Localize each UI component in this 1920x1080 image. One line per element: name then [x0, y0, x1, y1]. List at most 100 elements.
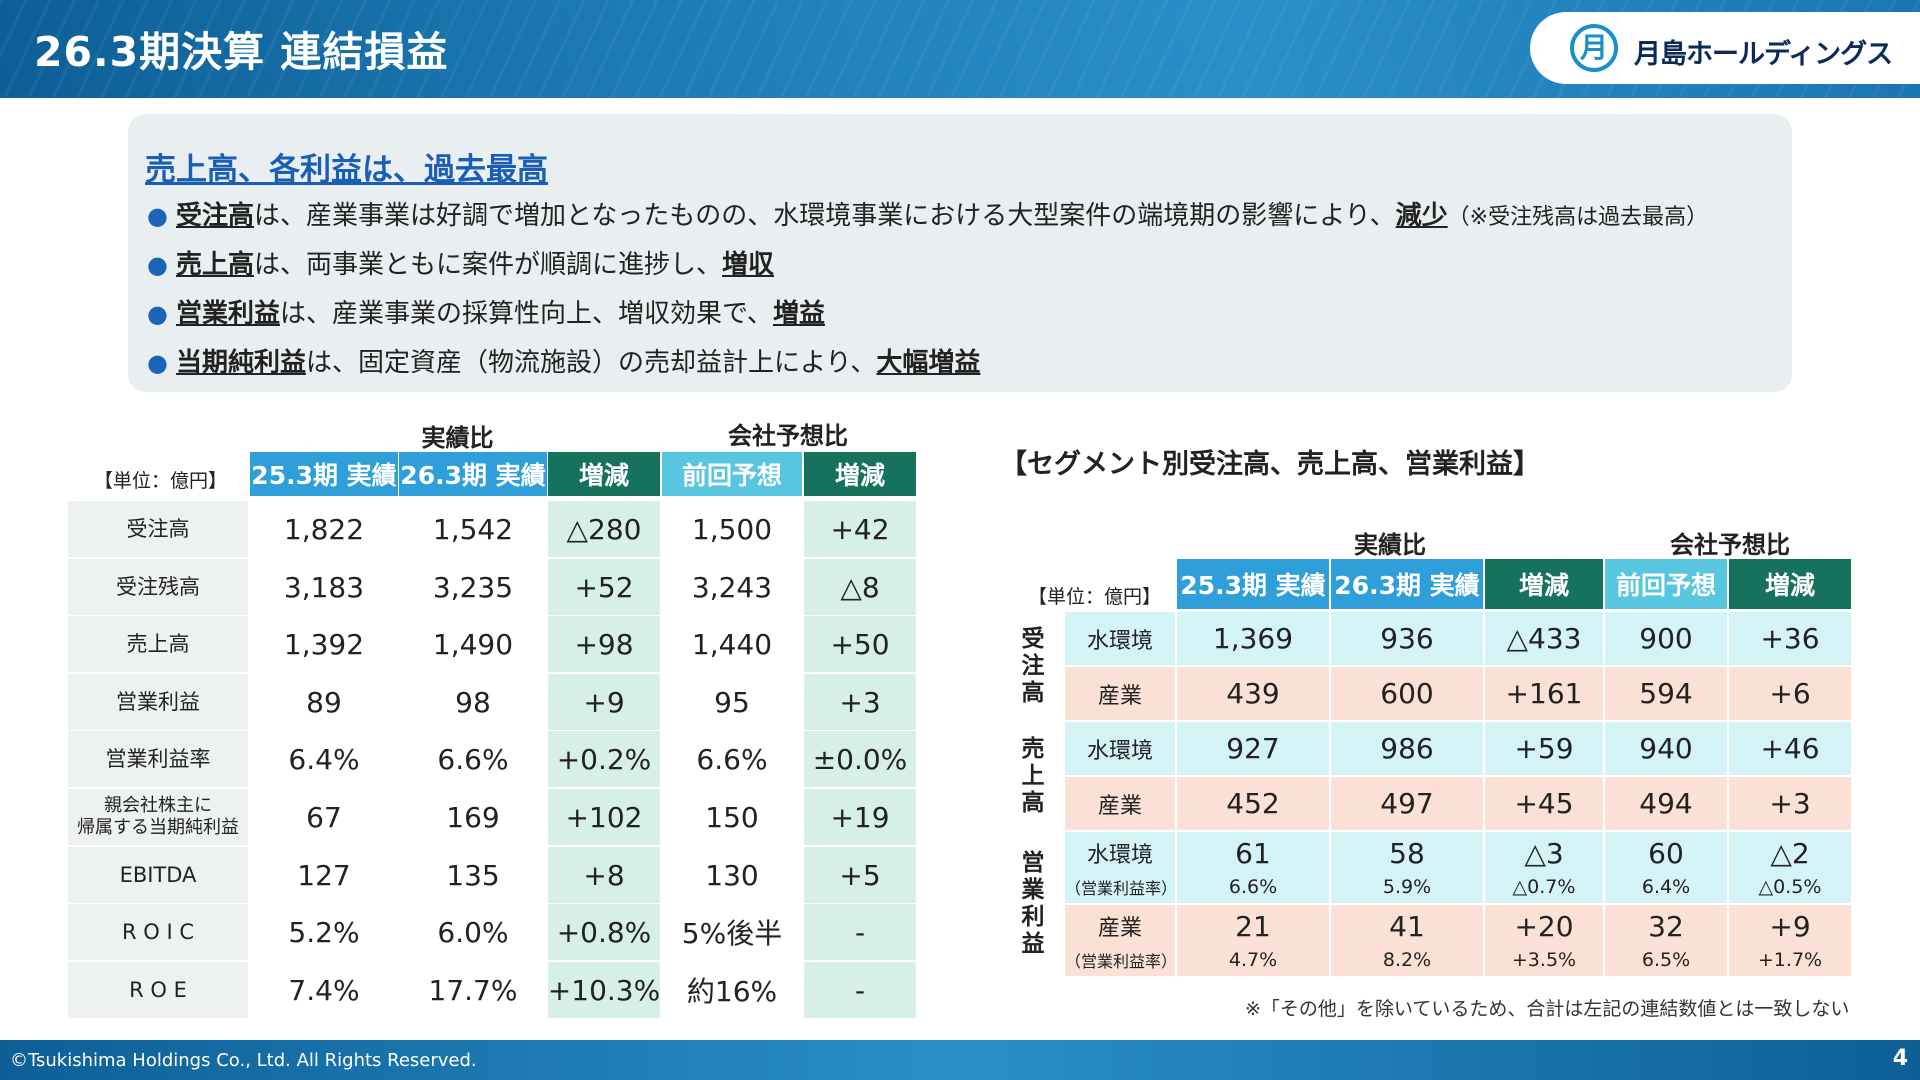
segment-row-label: 水環境: [1065, 722, 1175, 775]
segment-value-cell: +46: [1729, 722, 1851, 775]
company-name: 月島ホールディングス: [1634, 39, 1893, 70]
left-value-cell: △8: [804, 559, 916, 615]
left-col-header: 26.3期 実績: [399, 452, 547, 496]
segment-value: +6: [1769, 677, 1811, 710]
segment-value-cell: +45: [1485, 777, 1603, 830]
segment-group-label: 売 上 高: [1021, 735, 1045, 816]
segment-col-header: 前回予想: [1605, 559, 1727, 609]
left-value-cell: 169: [446, 800, 500, 834]
segment-value-cell: 32 6.5%: [1605, 905, 1727, 976]
segment-margin-value: △0.7%: [1512, 876, 1576, 898]
segment-row-name: 水環境: [1086, 738, 1153, 764]
left-value-cell: +102: [548, 789, 660, 845]
left-value-cell: 3,183: [283, 570, 365, 604]
segment-value: 494: [1639, 787, 1693, 820]
left-col-header: 前回予想: [662, 452, 802, 496]
segment-value: +59: [1514, 732, 1574, 765]
left-value-cell: +8: [548, 847, 660, 903]
summary-box: [128, 114, 1792, 392]
left-value-cell: -: [804, 962, 916, 1018]
segment-value: △433: [1506, 622, 1582, 655]
segment-margin-value: △0.5%: [1758, 876, 1822, 898]
left-value-cell: 130: [705, 858, 759, 892]
header-banner: 26.3期決算 連結損益 月 月島ホールディングス: [0, 0, 1920, 98]
segment-value-cell: 41 8.2%: [1331, 905, 1483, 976]
left-col-header: 増減: [804, 452, 916, 496]
segment-margin-value: +3.5%: [1511, 949, 1577, 971]
bullet-dot-icon: ●: [147, 202, 168, 230]
bullet-dot-icon: ●: [147, 251, 168, 279]
segment-value: △2: [1770, 837, 1810, 870]
segment-value-cell: 497: [1331, 777, 1483, 830]
bullet-text: は、両事業ともに案件が順調に進捗し、: [253, 250, 722, 280]
left-value-cell: 6.6%: [696, 742, 768, 776]
left-value-cell: +52: [548, 559, 660, 615]
segment-value: 452: [1226, 787, 1280, 820]
logo-mark-icon: 月: [1570, 24, 1618, 72]
segment-row-name: 水環境: [1086, 628, 1153, 654]
left-value-cell: -: [804, 904, 916, 960]
segment-value: 940: [1639, 732, 1693, 765]
segment-value-cell: 600: [1331, 667, 1483, 720]
left-row-label: R O E: [68, 962, 248, 1018]
segment-row-sublabel: （営業利益率）: [1065, 878, 1178, 898]
summary-bullet: ● 当期純利益は、固定資産（物流施設）の売却益計上により、大幅増益: [147, 342, 980, 379]
left-value-cell: 6.4%: [288, 742, 360, 776]
segment-value-cell: +36: [1729, 612, 1851, 665]
left-value-cell: +9: [548, 674, 660, 730]
segment-value-cell: 60 6.4%: [1605, 832, 1727, 903]
left-row-label: EBITDA: [68, 847, 248, 903]
segment-value-cell: +6: [1729, 667, 1851, 720]
segment-row-label: 水環境: [1065, 612, 1175, 665]
segment-margin-value: +1.7%: [1757, 949, 1823, 971]
left-row-label: R O I C: [68, 904, 248, 960]
segment-value-cell: 494: [1605, 777, 1727, 830]
left-value-cell: 約16%: [686, 975, 778, 1008]
summary-bullet: ● 売上高は、両事業ともに案件が順調に進捗し、増収: [147, 244, 774, 281]
segment-row-label: 産業: [1065, 777, 1175, 830]
left-value-cell: +0.2%: [548, 731, 660, 787]
segment-value-cell: 61 6.6%: [1177, 832, 1329, 903]
left-row-label: 営業利益率: [68, 731, 248, 787]
copyright: ©Tsukishima Holdings Co., Ltd. All Right…: [10, 1050, 477, 1071]
segment-value: △3: [1524, 837, 1564, 870]
segment-value: 900: [1639, 622, 1693, 655]
left-value-cell: 98: [455, 685, 491, 719]
segment-margin-value: 4.7%: [1228, 949, 1278, 971]
left-value-cell: 150: [705, 800, 759, 834]
left-unit-label: 【単位：億円】: [94, 470, 228, 492]
segment-row-name: 産業: [1097, 683, 1142, 709]
left-value-cell: 6.0%: [437, 915, 509, 949]
segment-value-cell: +3: [1729, 777, 1851, 830]
left-value-cell: 135: [446, 858, 500, 892]
segment-row-name: 産業: [1097, 915, 1142, 941]
left-value-cell: 127: [297, 858, 351, 892]
bullet-keyword: 営業利益: [175, 299, 280, 329]
segment-value: 600: [1380, 677, 1434, 710]
left-value-cell: 5%後半: [681, 917, 783, 950]
segment-value: 497: [1380, 787, 1434, 820]
segment-value-cell: +9 +1.7%: [1729, 905, 1851, 976]
bullet-keyword: 売上高: [175, 250, 254, 280]
left-value-cell: +5: [804, 847, 916, 903]
left-value-cell: 89: [306, 685, 342, 719]
segment-value: 32: [1648, 910, 1684, 943]
segment-margin-value: 6.5%: [1641, 949, 1691, 971]
left-value-cell: +50: [804, 616, 916, 672]
bullet-dot-icon: ●: [147, 300, 168, 328]
segment-margin-value: 5.9%: [1382, 876, 1432, 898]
segment-value-cell: 1,369: [1177, 612, 1329, 665]
footer-bar: ©Tsukishima Holdings Co., Ltd. All Right…: [0, 1040, 1920, 1080]
left-row-label: 営業利益: [68, 674, 248, 730]
segment-group-actual: 実績比: [1354, 531, 1426, 559]
left-group-forecast: 会社予想比: [728, 422, 848, 450]
bullet-dot-icon: ●: [147, 349, 168, 377]
segment-row-name: 産業: [1097, 793, 1142, 819]
segment-value: +3: [1769, 787, 1811, 820]
segment-value: 58: [1389, 837, 1425, 870]
left-value-cell: 6.6%: [437, 742, 509, 776]
segment-value: 60: [1648, 837, 1684, 870]
segment-title: 【セグメント別受注高、売上高、営業利益】: [1000, 449, 1540, 480]
segment-value: +20: [1514, 910, 1574, 943]
segment-value: 1,369: [1212, 622, 1294, 655]
